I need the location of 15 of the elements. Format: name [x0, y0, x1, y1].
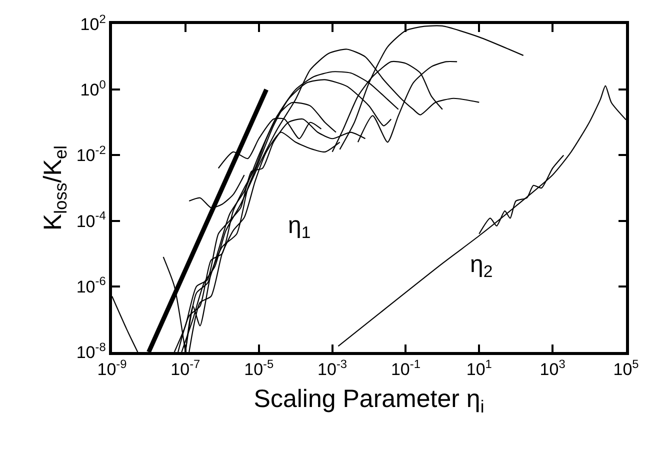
annotation: η$_{1}$ — [288, 212, 311, 242]
y-tick-label: 10$^{0}$ — [80, 77, 106, 100]
x-tick-label: 10$^{-5}$ — [244, 357, 274, 380]
x-axis-title: Scaling Parameter η$_{i}$ — [254, 385, 484, 416]
y-tick-label: 10$^{-4}$ — [76, 208, 106, 231]
x-tick-label: 10$^{-1}$ — [390, 357, 421, 380]
x-tick-label: 10$^{1}$ — [466, 357, 492, 380]
x-tick-label: 10$^{5}$ — [613, 357, 640, 380]
x-tick-label: 10$^{3}$ — [540, 357, 566, 380]
y-tick-label: 10$^{2}$ — [80, 12, 106, 34]
y-tick-label: 10$^{-2}$ — [76, 143, 106, 166]
x-tick-label: 10$^{-7}$ — [170, 357, 201, 380]
y-tick-label: 10$^{-6}$ — [76, 274, 106, 296]
x-tick-label: 10$^{-3}$ — [318, 357, 348, 380]
annotation: η$_{2}$ — [470, 251, 493, 282]
